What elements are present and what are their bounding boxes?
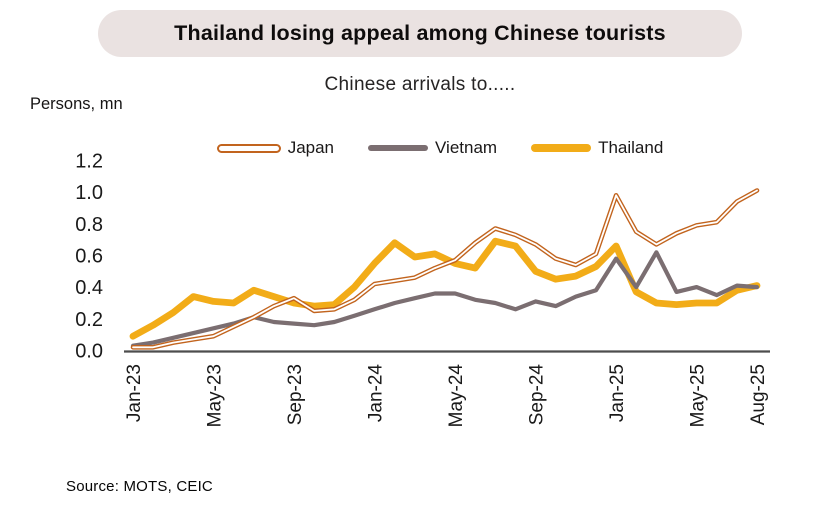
x-tick-label: May-24 (446, 364, 467, 428)
x-tick-label: May-25 (688, 364, 709, 427)
series-line-vietnam (130, 250, 760, 348)
y-axis-units-label: Persons, mn (30, 95, 123, 113)
legend-item-thailand: Thailand (531, 138, 663, 158)
page-title: Thailand losing appeal among Chinese tou… (174, 21, 666, 45)
series-line-thailand (129, 237, 761, 340)
x-tick-label: Jan-25 (607, 364, 628, 422)
x-tick-label: May-23 (205, 364, 226, 427)
vietnam-line-swatch-icon (368, 145, 429, 151)
x-tick-label: Jan-24 (366, 364, 387, 423)
chart-legend: Japan Vietnam Thailand (130, 135, 750, 161)
legend-label-vietnam: Vietnam (435, 138, 498, 157)
legend-label-thailand: Thailand (598, 138, 664, 157)
y-tick-label: 0.6 (75, 245, 103, 267)
source-note: Source: MOTS, CEIC (66, 478, 213, 495)
y-tick-label: 1.0 (75, 182, 103, 204)
x-tick-label: Sep-23 (285, 364, 306, 425)
x-tick-label: Aug-25 (748, 364, 769, 425)
title-banner: Thailand losing appeal among Chinese tou… (98, 10, 742, 57)
y-tick-label: 0.0 (75, 341, 103, 363)
y-tick-label: 0.2 (75, 309, 103, 331)
series-line-japan-inner (132, 189, 758, 349)
legend-label-japan: Japan (287, 138, 335, 157)
y-tick-label: 0.4 (75, 277, 103, 299)
thailand-line-swatch-icon (531, 144, 592, 152)
legend-item-vietnam: Vietnam (368, 138, 497, 158)
y-tick-label: 1.2 (75, 150, 103, 172)
x-tick-label: Jan-23 (124, 364, 145, 422)
legend-item-japan: Japan (216, 138, 335, 158)
x-tick-label: Sep-24 (527, 364, 548, 426)
y-tick-label: 0.8 (75, 214, 103, 236)
japan-line-swatch-icon (216, 143, 281, 153)
chart-subtitle: Chinese arrivals to..... (324, 74, 516, 95)
